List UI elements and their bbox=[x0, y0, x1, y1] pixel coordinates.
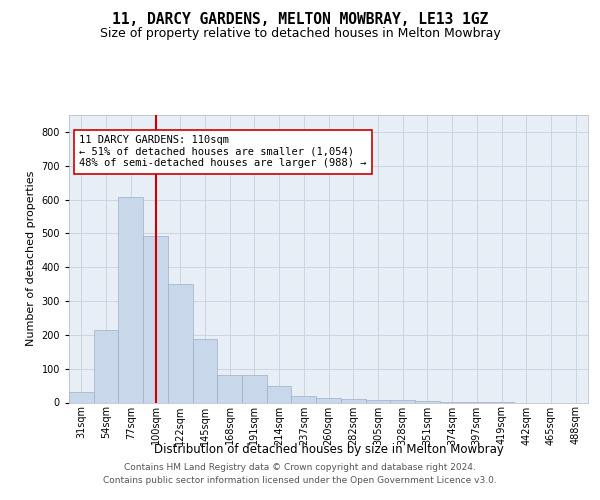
Text: Contains public sector information licensed under the Open Government Licence v3: Contains public sector information licen… bbox=[103, 476, 497, 485]
Text: Size of property relative to detached houses in Melton Mowbray: Size of property relative to detached ho… bbox=[100, 28, 500, 40]
Text: 11, DARCY GARDENS, MELTON MOWBRAY, LE13 1GZ: 11, DARCY GARDENS, MELTON MOWBRAY, LE13 … bbox=[112, 12, 488, 28]
Bar bbox=[94, 330, 118, 402]
Bar bbox=[69, 392, 94, 402]
Bar bbox=[365, 400, 390, 402]
Bar bbox=[168, 284, 193, 403]
Bar bbox=[118, 197, 143, 402]
Bar bbox=[217, 375, 242, 402]
Y-axis label: Number of detached properties: Number of detached properties bbox=[26, 171, 36, 346]
Text: Distribution of detached houses by size in Melton Mowbray: Distribution of detached houses by size … bbox=[154, 442, 504, 456]
Bar bbox=[415, 401, 440, 402]
Bar bbox=[143, 236, 168, 402]
Text: Contains HM Land Registry data © Crown copyright and database right 2024.: Contains HM Land Registry data © Crown c… bbox=[124, 464, 476, 472]
Bar bbox=[242, 375, 267, 402]
Bar bbox=[267, 386, 292, 402]
Bar bbox=[390, 400, 415, 402]
Bar bbox=[292, 396, 316, 402]
Text: 11 DARCY GARDENS: 110sqm
← 51% of detached houses are smaller (1,054)
48% of sem: 11 DARCY GARDENS: 110sqm ← 51% of detach… bbox=[79, 135, 367, 168]
Bar bbox=[193, 339, 217, 402]
Bar bbox=[316, 398, 341, 402]
Bar bbox=[341, 399, 365, 402]
